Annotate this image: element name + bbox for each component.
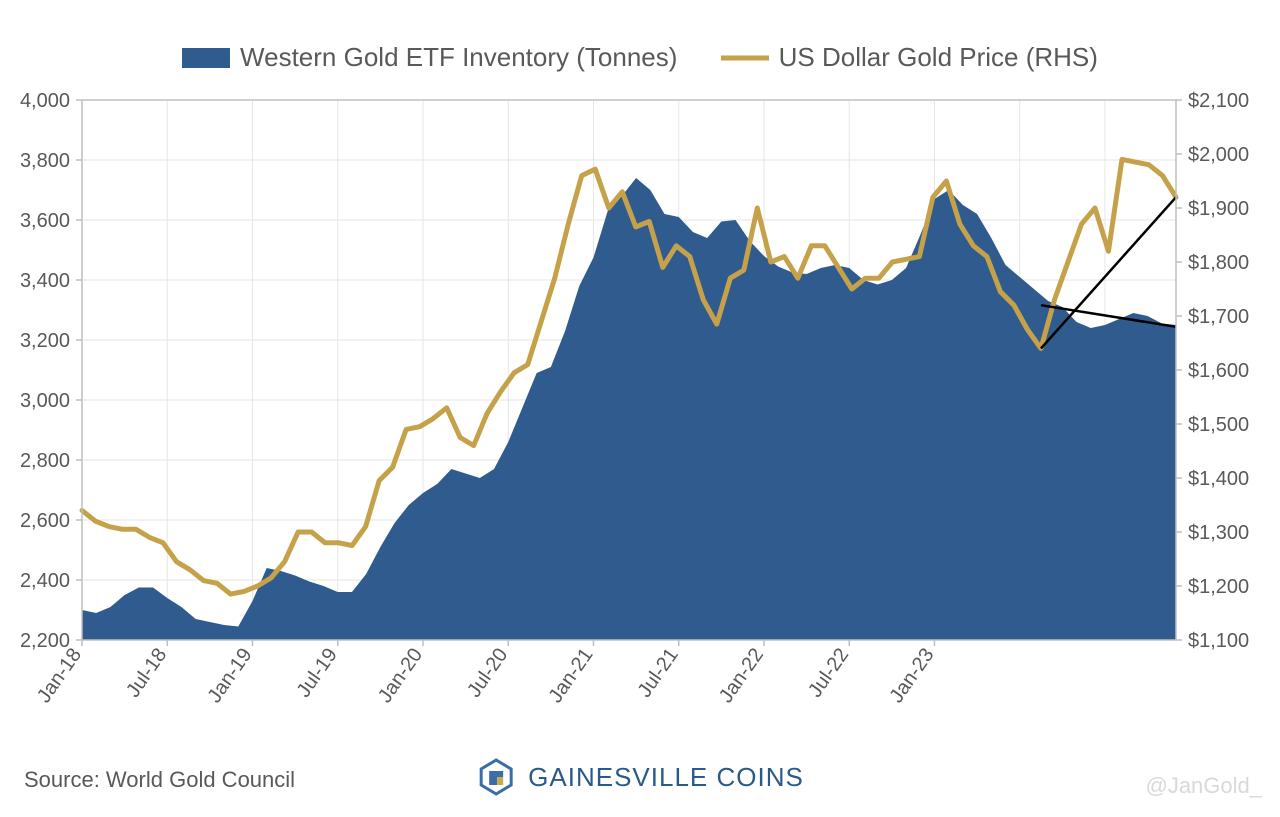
brand-block: GAINESVILLE COINS: [476, 757, 804, 797]
chart-container: Western Gold ETF Inventory (Tonnes) US D…: [0, 0, 1280, 817]
tick-label-left: 2,600: [20, 510, 70, 532]
tick-label-left: 2,400: [20, 570, 70, 592]
tick-label-bottom: Jul-18: [122, 644, 171, 701]
tick-label-bottom: Jul-21: [634, 644, 683, 701]
legend-swatch-area: [182, 48, 230, 68]
legend-item-area: Western Gold ETF Inventory (Tonnes): [182, 42, 677, 73]
tick-label-left: 2,200: [20, 630, 70, 652]
tick-label-bottom: Jul-19: [293, 644, 342, 701]
tick-label-bottom: Jul-20: [463, 644, 512, 701]
chart-legend: Western Gold ETF Inventory (Tonnes) US D…: [0, 42, 1280, 75]
tick-label-right: $1,600: [1188, 360, 1249, 382]
tick-label-left: 3,200: [20, 330, 70, 352]
tick-label-bottom: Jan-21: [544, 644, 597, 707]
brand-name: GAINESVILLE COINS: [528, 762, 804, 793]
tick-label-right: $1,400: [1188, 468, 1249, 490]
tick-label-bottom: Jul-22: [804, 644, 853, 701]
tick-label-right: $1,700: [1188, 306, 1249, 328]
tick-label-bottom: Jan-20: [374, 644, 427, 707]
tick-label-right: $1,500: [1188, 414, 1249, 436]
chart-svg: 2,200 2,400 2,600 2,800 3,000 3,200 3,400 3,600…: [0, 0, 1280, 817]
tick-label-left: 3,600: [20, 210, 70, 232]
source-label: Source: World Gold Council: [24, 767, 295, 793]
tick-label-right: $1,100: [1188, 630, 1249, 652]
tick-label-bottom: Jan-23: [885, 644, 938, 707]
legend-item-line: US Dollar Gold Price (RHS): [721, 42, 1098, 73]
tick-label-left: 2,800: [20, 450, 70, 472]
tick-label-left: 3,400: [20, 270, 70, 292]
brand-logo-icon: [476, 757, 516, 797]
tick-label-left: 3,800: [20, 150, 70, 172]
tick-label-right: $2,100: [1188, 90, 1249, 112]
legend-label-line: US Dollar Gold Price (RHS): [779, 42, 1098, 73]
tick-label-left: 4,000: [20, 90, 70, 112]
legend-swatch-line: [721, 48, 769, 68]
tick-label-left: 3,000: [20, 390, 70, 412]
tick-label-bottom: Jan-18: [33, 644, 86, 707]
tick-label-right: $1,200: [1188, 576, 1249, 598]
tick-label-right: $2,000: [1188, 144, 1249, 166]
legend-label-area: Western Gold ETF Inventory (Tonnes): [240, 42, 677, 73]
watermark: @JanGold_: [1145, 773, 1262, 799]
tick-label-bottom: Jan-19: [203, 644, 256, 707]
tick-label-right: $1,300: [1188, 522, 1249, 544]
tick-label-bottom: Jan-22: [715, 644, 768, 707]
tick-label-right: $1,800: [1188, 252, 1249, 274]
tick-label-right: $1,900: [1188, 198, 1249, 220]
